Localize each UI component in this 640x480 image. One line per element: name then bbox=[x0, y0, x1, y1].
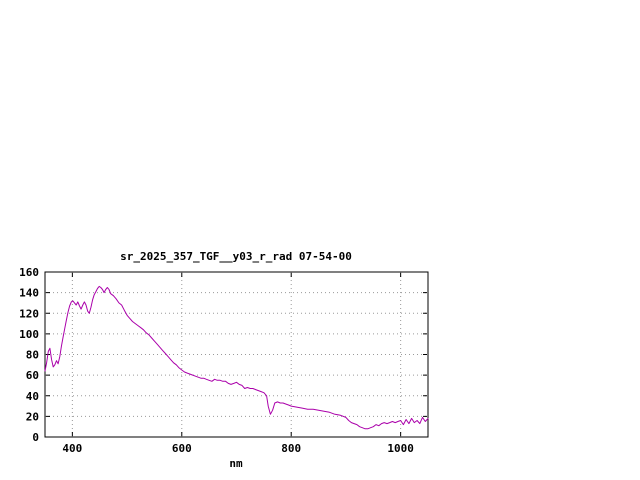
tick-labels: 0 20 40 60 80 100 120 140 160 400 600 800 1000 bbox=[19, 266, 414, 455]
chart-title: sr_2025_357_TGF__y03_r_rad 07-54-00 bbox=[120, 250, 352, 263]
radiance-curve bbox=[44, 285, 429, 430]
x-axis-unit-label: nm bbox=[229, 457, 243, 470]
y-tick-label: 100 bbox=[19, 328, 39, 341]
y-tick-label: 160 bbox=[19, 266, 39, 279]
y-tick-label: 80 bbox=[26, 349, 39, 362]
y-tick-label: 140 bbox=[19, 287, 39, 300]
y-tick-label: 120 bbox=[19, 307, 39, 320]
grid-lines bbox=[45, 272, 428, 437]
y-tick-label: 40 bbox=[26, 390, 39, 403]
x-tick-label: 400 bbox=[62, 442, 82, 455]
x-tick-label: 1000 bbox=[387, 442, 414, 455]
y-tick-label: 60 bbox=[26, 369, 39, 382]
y-tick-label: 0 bbox=[32, 431, 39, 444]
plot-border bbox=[44, 271, 429, 438]
y-tick-label: 20 bbox=[26, 410, 39, 423]
x-tick-label: 800 bbox=[281, 442, 301, 455]
x-tick-label: 600 bbox=[172, 442, 192, 455]
